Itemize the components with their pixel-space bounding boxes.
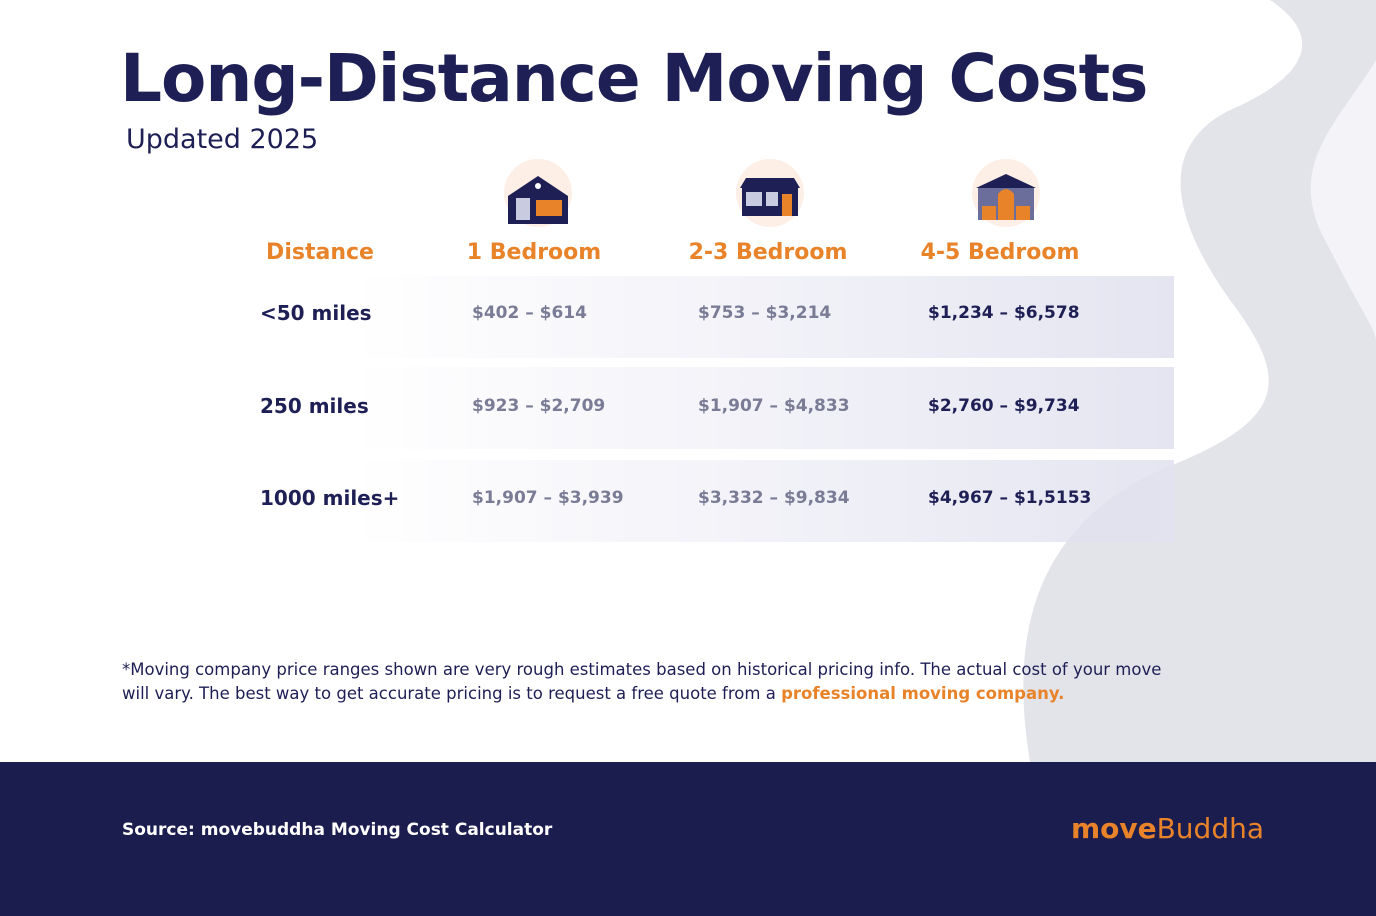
source: Source: movebuddha Moving Cost Calculato… <box>122 820 553 840</box>
brand-light: Buddha <box>1156 812 1264 845</box>
subtitle: Updated 2025 <box>126 124 319 155</box>
icon-big-house <box>972 159 1040 227</box>
footnote-text: *Moving company price ranges shown are v… <box>122 660 1162 703</box>
row-band <box>260 460 1174 542</box>
cell: $923 – $2,709 <box>472 396 606 416</box>
cell: $1,234 – $6,578 <box>928 303 1080 323</box>
cell: $402 – $614 <box>472 303 587 323</box>
footnote: *Moving company price ranges shown are v… <box>122 658 1182 706</box>
row-label: 250 miles <box>260 394 369 418</box>
column-header: 2-3 Bedroom <box>688 240 848 265</box>
footnote-link[interactable]: professional moving company. <box>781 684 1065 703</box>
cell: $1,907 – $4,833 <box>698 396 850 416</box>
cell: $753 – $3,214 <box>698 303 832 323</box>
cell: $4,967 – $1,5153 <box>928 488 1092 508</box>
row-band <box>260 276 1174 358</box>
cell: $1,907 – $3,939 <box>472 488 624 508</box>
title: Long-Distance Moving Costs <box>120 40 1148 117</box>
column-header: 1 Bedroom <box>466 240 602 265</box>
row-label: <50 miles <box>260 301 372 325</box>
cell: $3,332 – $9,834 <box>698 488 850 508</box>
row-band <box>260 367 1174 449</box>
column-header: 4-5 Bedroom <box>920 240 1080 265</box>
icon-house <box>736 159 804 227</box>
brand: moveBuddha <box>1071 812 1264 845</box>
row-label: 1000 miles+ <box>260 486 400 510</box>
icon-garage <box>504 159 572 227</box>
cell: $2,760 – $9,734 <box>928 396 1080 416</box>
brand-bold: move <box>1070 812 1157 845</box>
footer: Source: movebuddha Moving Cost Calculato… <box>0 762 1376 916</box>
column-header: Distance <box>266 240 374 265</box>
